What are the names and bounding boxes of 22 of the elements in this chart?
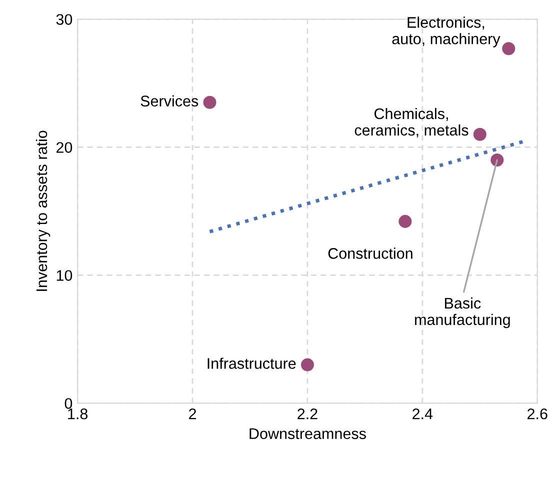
x-tick-label: 2.2: [298, 408, 318, 420]
point: [398, 214, 412, 228]
x-tick-label: 2: [189, 408, 196, 420]
annotation: Electronics, auto, machinery: [392, 16, 500, 48]
x-tick-label: 1.8: [68, 408, 88, 420]
x-tick-label: 2.4: [412, 408, 433, 420]
annotation: Infrastructure: [208, 358, 296, 369]
x-axis-title: Downstreamness: [250, 428, 366, 440]
y-axis-title: Inventory to assets ratio: [36, 130, 50, 291]
x-tick-label: 2.6: [528, 408, 548, 420]
y-tick-label: 20: [56, 142, 72, 153]
y-tick-label: 0: [64, 398, 72, 409]
annotation: Basic manufacturing: [415, 297, 510, 328]
point: [300, 358, 314, 372]
point: [473, 128, 486, 141]
point: [203, 96, 216, 109]
annotation: Construction: [328, 248, 412, 259]
annotation: Services: [140, 95, 198, 106]
point: [502, 42, 516, 56]
y-tick-label: 30: [56, 14, 72, 25]
annotation: Chemicals, ceramics, metals: [354, 108, 468, 138]
y-tick-label: 10: [56, 270, 72, 281]
